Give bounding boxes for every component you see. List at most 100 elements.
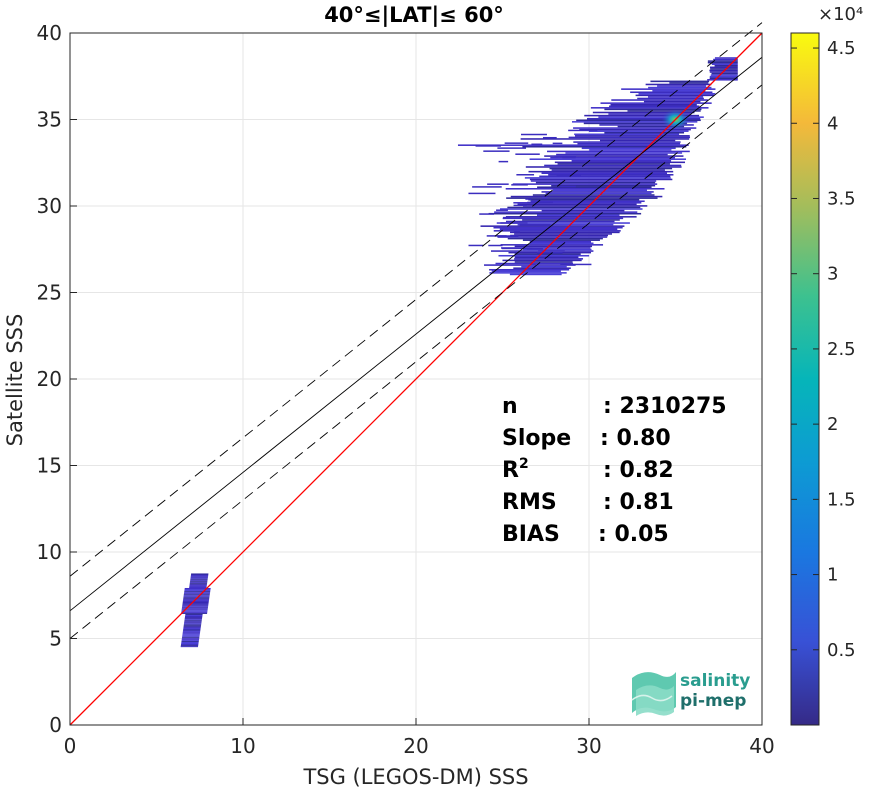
density-row bbox=[604, 131, 685, 134]
density-streak bbox=[468, 244, 484, 247]
stat-label-slope: Slope bbox=[502, 426, 571, 451]
density-row bbox=[643, 100, 701, 103]
density-row bbox=[182, 632, 200, 634]
density-streak bbox=[542, 197, 548, 199]
density-row bbox=[600, 102, 712, 104]
density-row bbox=[488, 212, 642, 215]
density-row bbox=[183, 626, 201, 628]
density-row bbox=[552, 189, 647, 192]
density-streak bbox=[496, 209, 508, 211]
colorbar-tick-label: 4 bbox=[827, 113, 838, 134]
density-streak bbox=[536, 252, 563, 254]
density-row bbox=[182, 603, 209, 605]
density-row bbox=[181, 640, 199, 642]
salinity-pi-mep-logo: salinity pi-mep bbox=[631, 671, 750, 716]
density-row bbox=[184, 592, 211, 594]
density-row bbox=[489, 272, 567, 274]
density-row bbox=[637, 97, 704, 100]
y-axis: 0 5 10 15 20 25 30 35 40 bbox=[37, 21, 77, 737]
density-row bbox=[590, 107, 709, 109]
density-row bbox=[182, 631, 201, 633]
density-streak bbox=[513, 204, 527, 207]
density-streak bbox=[498, 160, 509, 163]
density-streak bbox=[486, 235, 507, 237]
density-row bbox=[608, 113, 692, 115]
density-row bbox=[505, 188, 665, 190]
density-row bbox=[183, 628, 201, 630]
density-row bbox=[510, 195, 663, 198]
density-row bbox=[609, 105, 700, 108]
density-row bbox=[669, 82, 709, 84]
density-row bbox=[181, 639, 199, 641]
density-row bbox=[500, 244, 604, 246]
density-row bbox=[183, 625, 201, 627]
density-streak bbox=[530, 264, 536, 266]
density-row bbox=[181, 641, 199, 643]
density-row bbox=[529, 242, 594, 245]
density-row bbox=[638, 93, 716, 95]
density-row bbox=[510, 231, 620, 234]
density-row bbox=[524, 177, 671, 179]
stat-label-n: n bbox=[502, 394, 518, 419]
density-streak bbox=[468, 192, 496, 195]
colorbar-tick-label: 3 bbox=[827, 264, 838, 285]
density-row bbox=[502, 217, 624, 220]
density-streak bbox=[503, 216, 511, 219]
density-row bbox=[182, 636, 200, 638]
density-row bbox=[525, 166, 682, 168]
density-row bbox=[182, 604, 209, 606]
density-row bbox=[710, 66, 738, 69]
density-row bbox=[180, 646, 199, 648]
y-tick-label: 15 bbox=[37, 454, 62, 478]
density-row bbox=[184, 587, 211, 590]
density-row bbox=[599, 139, 676, 142]
density-streak bbox=[556, 174, 581, 177]
density-row bbox=[512, 183, 658, 185]
density-row bbox=[190, 576, 208, 578]
density-streak bbox=[504, 142, 529, 144]
density-row bbox=[506, 197, 658, 199]
density-row bbox=[183, 595, 210, 597]
colorbar-tick-label: 2 bbox=[827, 414, 838, 435]
density-row bbox=[579, 128, 691, 131]
density-row bbox=[499, 228, 618, 231]
density-row bbox=[709, 75, 738, 78]
density-row bbox=[190, 578, 208, 580]
density-streak bbox=[511, 184, 528, 186]
density-row bbox=[182, 600, 209, 602]
density-row bbox=[189, 583, 207, 585]
density-row bbox=[541, 191, 654, 193]
density-row bbox=[457, 144, 689, 146]
density-streak bbox=[527, 201, 553, 204]
density-row bbox=[707, 79, 738, 81]
density-row bbox=[581, 147, 676, 150]
colorbar bbox=[790, 32, 820, 726]
density-row bbox=[181, 611, 208, 613]
density-streak bbox=[559, 185, 576, 188]
density-row bbox=[181, 608, 208, 610]
density-row bbox=[509, 273, 562, 276]
density-row bbox=[529, 158, 687, 160]
density-row bbox=[544, 155, 684, 157]
density-streak bbox=[483, 150, 510, 152]
density-row bbox=[514, 245, 593, 248]
density-row bbox=[183, 594, 210, 596]
line-regression-upper bbox=[69, 22, 763, 577]
density-row bbox=[190, 580, 208, 582]
x-axis: 0 10 20 30 40 bbox=[64, 718, 775, 758]
density-row bbox=[184, 591, 211, 593]
density-row bbox=[181, 609, 208, 611]
density-row bbox=[495, 262, 574, 265]
density-row bbox=[541, 209, 625, 212]
density-row bbox=[548, 173, 674, 176]
density-row bbox=[635, 94, 714, 97]
density-row bbox=[532, 194, 655, 196]
density-streak bbox=[475, 145, 501, 147]
density-row bbox=[496, 222, 630, 224]
density-row bbox=[530, 180, 657, 182]
density-row bbox=[528, 170, 674, 173]
density-row bbox=[530, 200, 645, 203]
stat-value-bias: : 0.05 bbox=[598, 522, 669, 547]
density-row bbox=[181, 607, 208, 609]
